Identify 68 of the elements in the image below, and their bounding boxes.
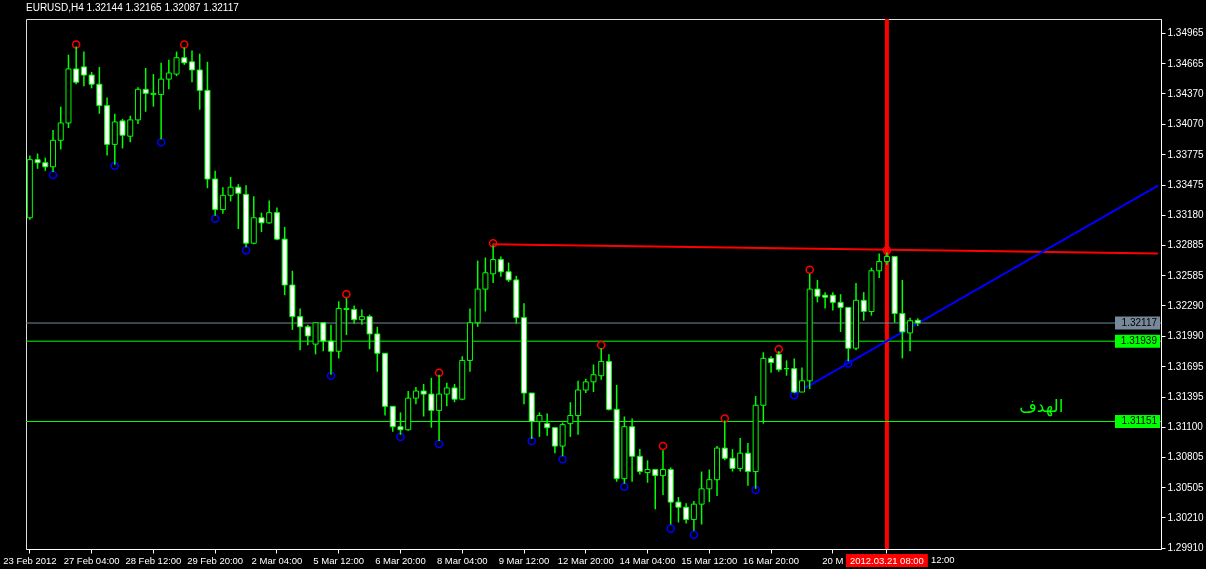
x-tick-label: 28 Feb 12:00 [125,554,182,566]
candlestick [798,366,805,393]
point [326,371,336,381]
point [720,414,730,423]
point [596,340,606,350]
point [658,441,668,451]
y-tick-label: 1.30805 [1167,451,1205,463]
y-tick-label: 1.30505 [1167,481,1205,493]
point [882,246,892,255]
point [434,439,444,449]
point [620,482,629,492]
point [751,485,760,495]
x-tick-label: 14 Mar 04:00 [619,554,676,566]
point [805,265,814,275]
candlestick [189,49,195,83]
y-tick-label: 1.30210 [1167,511,1205,523]
point [527,436,537,446]
point [48,170,58,180]
point [241,246,251,255]
annotation: الهدف [1019,396,1064,418]
point [396,432,405,442]
text: 12:00 [930,554,955,565]
y-tick-label: 1.33475 [1167,179,1205,191]
y-tick-label: 1.32585 [1167,269,1205,281]
ref-line-label: 1.31939 [1120,335,1158,347]
x-tick-label: 27 Feb 04:00 [63,554,120,566]
y-tick-label: 1.31100 [1167,421,1204,433]
y-tick-label: 1.31395 [1167,391,1205,403]
point [180,40,189,49]
x-tick-label: 16 Mar 20:00 [743,554,800,566]
ref-line-label: 1.32117 [1121,317,1158,329]
point [844,359,853,368]
y-tick-label: 1.32885 [1167,239,1205,251]
y-tick-label: 1.32290 [1167,299,1205,311]
y-tick-label: 1.31695 [1167,360,1205,372]
ref-line-label: 1.31151 [1121,415,1158,427]
y-tick-label: 1.29910 [1167,542,1205,554]
x-tick-label: 2 Mar 04:00 [251,554,303,566]
point [110,161,120,171]
x-tick-label: 15 Mar 12:00 [681,554,738,566]
y-tick-label: 1.34665 [1167,57,1205,69]
point [434,368,444,377]
x-tick-label: 2012.03.21 08:00 [849,554,924,566]
y-tick-label: 1.33180 [1167,209,1205,221]
point [689,530,699,540]
x-tick-label: 29 Feb 20:00 [187,554,244,566]
x-tick-label: 6 Mar 20:00 [375,554,426,566]
point [342,289,351,299]
x-tick-label: 23 Feb 2012 [3,554,57,566]
point [210,214,220,224]
point [156,138,166,147]
x-tick-label: 9 Mar 12:00 [498,554,550,566]
x-tick-label: 8 Mar 04:00 [436,554,488,566]
y-tick-label: 1.34965 [1167,27,1205,39]
x-tick-label: 12 Mar 20:00 [557,554,614,566]
point [789,390,799,400]
y-tick-label: 1.34070 [1167,118,1205,130]
y-tick-label: 1.31990 [1167,330,1205,342]
point [71,40,81,49]
point [774,344,784,354]
x-tick-label: 20 M [822,554,844,566]
point [666,524,675,533]
point [488,238,498,248]
y-tick-label: 1.34370 [1167,87,1205,99]
y-tick-label: 1.33775 [1167,148,1205,160]
point [558,455,567,464]
x-tick-label: 5 Mar 12:00 [313,554,365,566]
chart-title: EURUSD,H4 1.32144 1.32165 1.32087 1.32117 [26,2,240,13]
